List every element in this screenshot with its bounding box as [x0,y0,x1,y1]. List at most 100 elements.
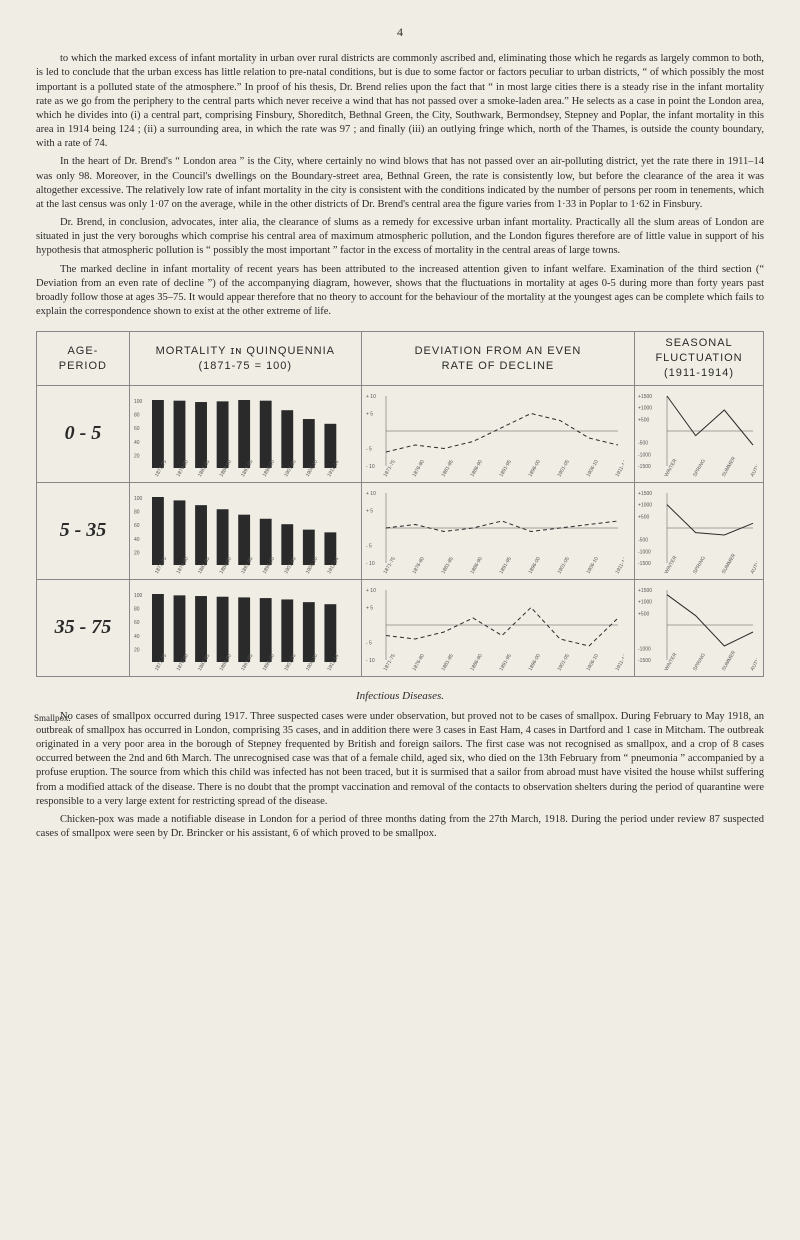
svg-text:SUMMER: SUMMER [721,649,738,672]
svg-text:- 10: - 10 [366,658,375,664]
svg-text:20: 20 [134,550,140,556]
paragraph: to which the marked excess of infant mor… [36,52,764,151]
svg-text:AUTUMN: AUTUMN [750,553,757,575]
svg-text:1911-14: 1911-14 [614,459,623,478]
paragraph: The marked decline in infant mortality o… [36,263,764,320]
svg-text:-500: -500 [638,440,648,446]
svg-text:- 10: - 10 [366,561,375,567]
svg-text:SPRING: SPRING [692,458,707,478]
svg-text:+1500: +1500 [638,491,652,497]
svg-text:20: 20 [134,647,140,653]
svg-text:100: 100 [134,593,143,599]
svg-text:+1000: +1000 [638,405,652,411]
svg-text:AUTUMN: AUTUMN [750,456,757,478]
header-age: AGE- PERIOD [37,332,130,386]
svg-text:SUMMER: SUMMER [721,552,738,575]
svg-text:1876-80: 1876-80 [411,653,425,672]
svg-text:1881-85: 1881-85 [440,556,454,575]
svg-text:+500: +500 [638,611,649,617]
margin-label-smallpox: Smallpox. [34,712,71,724]
body-text-top: to which the marked excess of infant mor… [36,52,764,319]
paragraph: Dr. Brend, in conclusion, advocates, int… [36,216,764,259]
svg-text:1896-00: 1896-00 [527,653,541,672]
svg-text:+1000: +1000 [638,599,652,605]
paragraph: Chicken-pox was made a notifiable diseas… [36,813,764,841]
svg-text:-1000: -1000 [638,646,651,652]
svg-text:WINTER: WINTER [664,457,679,477]
svg-text:1891-95: 1891-95 [498,653,512,672]
svg-text:1896-00: 1896-00 [527,459,541,478]
svg-text:-1000: -1000 [638,549,651,555]
svg-text:1886-90: 1886-90 [469,459,483,478]
svg-text:1871-75: 1871-75 [382,556,396,575]
svg-text:-500: -500 [638,537,648,543]
paragraph: No cases of smallpox occurred during 191… [36,710,764,809]
body-text-bottom: No cases of smallpox occurred during 191… [36,710,764,842]
mortality-bar-chart: 100806040201871-751876-801881-851886-901… [129,385,361,482]
svg-text:SPRING: SPRING [692,652,707,672]
mortality-bar-chart: 100806040201871-751876-801881-851886-901… [129,482,361,579]
section-subheading: Infectious Diseases. [36,689,764,704]
svg-text:- 5: - 5 [366,446,372,452]
seasonal-line-chart: +1500+1000+500-500-1000-1500WINTERSPRING… [635,385,764,482]
svg-text:-1000: -1000 [638,452,651,458]
svg-text:100: 100 [134,399,143,405]
svg-text:1871-75: 1871-75 [382,459,396,478]
paragraph: In the heart of Dr. Brend's “ London are… [36,155,764,212]
svg-text:1876-80: 1876-80 [411,556,425,575]
chart-row: 5 - 35100806040201871-751876-801881-8518… [37,482,764,579]
svg-text:1886-90: 1886-90 [469,653,483,672]
svg-text:- 10: - 10 [366,464,375,470]
mortality-chart-table: AGE- PERIOD MORTALITY ɪɴ QUINQUENNIA (18… [36,331,764,677]
svg-text:80: 80 [134,509,140,515]
svg-text:+ 5: + 5 [366,411,373,417]
svg-text:40: 40 [134,440,140,446]
seasonal-line-chart: +1500+1000+500-500-1000-1500WINTERSPRING… [635,482,764,579]
svg-text:- 5: - 5 [366,640,372,646]
svg-text:+1500: +1500 [638,394,652,400]
svg-text:20: 20 [134,453,140,459]
chart-row: 0 - 5100806040201871-751876-801881-85188… [37,385,764,482]
svg-text:+ 5: + 5 [366,508,373,514]
svg-text:1896-00: 1896-00 [527,556,541,575]
svg-text:+ 10: + 10 [366,588,376,594]
svg-text:+ 10: + 10 [366,491,376,497]
svg-text:+1000: +1000 [638,502,652,508]
svg-text:AUTUMN: AUTUMN [750,650,757,672]
svg-text:1901-05: 1901-05 [556,653,570,672]
svg-text:+ 10: + 10 [366,394,376,400]
age-label: 5 - 35 [37,482,130,579]
deviation-line-chart: - 10- 5+ 5+ 101871-751876-801881-851886-… [361,385,634,482]
svg-text:-1500: -1500 [638,561,651,567]
svg-text:1886-90: 1886-90 [469,556,483,575]
age-label: 35 - 75 [37,579,130,676]
svg-text:WINTER: WINTER [664,651,679,671]
svg-text:+1500: +1500 [638,588,652,594]
svg-text:40: 40 [134,634,140,640]
page-number: 4 [36,24,764,40]
mortality-bar-chart: 100806040201871-751876-801881-851886-901… [129,579,361,676]
svg-text:- 5: - 5 [366,543,372,549]
svg-text:60: 60 [134,523,140,529]
svg-text:+ 5: + 5 [366,605,373,611]
age-label: 0 - 5 [37,385,130,482]
svg-text:80: 80 [134,412,140,418]
svg-text:1906-10: 1906-10 [585,653,599,672]
deviation-line-chart: - 10- 5+ 5+ 101871-751876-801881-851886-… [361,579,634,676]
svg-text:60: 60 [134,620,140,626]
svg-text:1891-95: 1891-95 [498,459,512,478]
chart-row: 35 - 75100806040201871-751876-801881-851… [37,579,764,676]
svg-text:+500: +500 [638,514,649,520]
seasonal-line-chart: +1500+1000+500-1000-1500WINTERSPRINGSUMM… [635,579,764,676]
header-deviation: DEVIATION FROM AN EVEN RATE OF DECLINE [361,332,634,386]
svg-text:80: 80 [134,606,140,612]
svg-text:-1500: -1500 [638,464,651,470]
svg-text:1871-75: 1871-75 [382,653,396,672]
svg-text:SPRING: SPRING [692,555,707,575]
svg-text:1906-10: 1906-10 [585,556,599,575]
svg-text:1891-95: 1891-95 [498,556,512,575]
header-mortality: MORTALITY ɪɴ QUINQUENNIA (1871-75 = 100) [129,332,361,386]
svg-text:SUMMER: SUMMER [721,455,738,478]
svg-text:1876-80: 1876-80 [411,459,425,478]
svg-text:1911-14: 1911-14 [614,653,623,672]
